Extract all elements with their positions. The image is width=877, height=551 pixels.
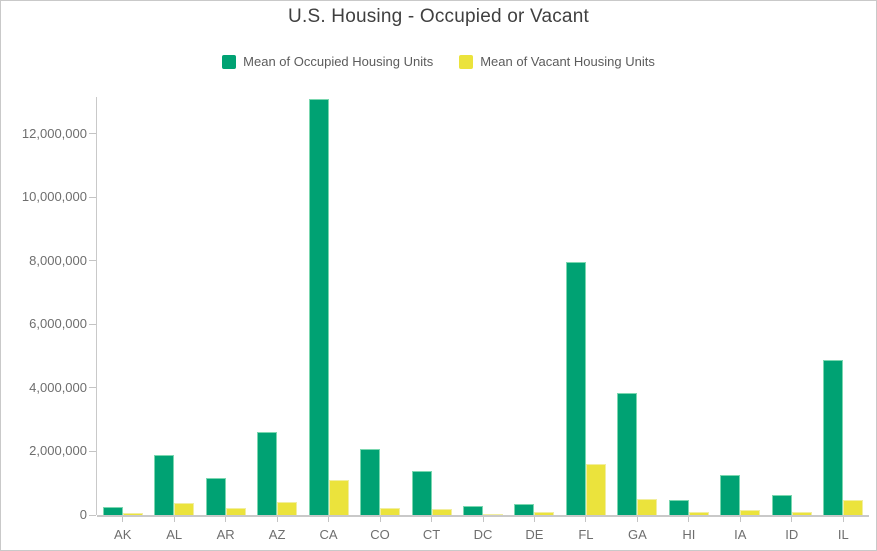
chart-title: U.S. Housing - Occupied or Vacant: [288, 6, 589, 27]
y-axis-tick: [89, 260, 96, 262]
bar-vacant-DC[interactable]: [483, 514, 503, 515]
x-axis-tick: [585, 517, 587, 522]
y-axis-tick-label: 2,000,000: [29, 443, 87, 459]
legend-swatch-occupied-icon: [222, 54, 237, 69]
x-axis-category-label: CO: [370, 527, 390, 542]
y-axis-tick-label: 8,000,000: [29, 252, 87, 268]
bar-occupied-AK[interactable]: [102, 507, 123, 515]
bar-vacant-IA[interactable]: [740, 510, 761, 515]
x-axis-category-label: CA: [319, 527, 338, 542]
legend: Mean of Occupied Housing Units Mean of V…: [1, 54, 876, 69]
bar-occupied-ID[interactable]: [771, 495, 792, 515]
bar-vacant-CT[interactable]: [431, 509, 452, 515]
bar-occupied-CO[interactable]: [360, 449, 381, 515]
bar-occupied-AZ[interactable]: [257, 432, 278, 515]
bar-vacant-GA[interactable]: [637, 499, 658, 515]
bar-occupied-AR[interactable]: [205, 478, 226, 515]
bar-occupied-IL[interactable]: [823, 360, 844, 515]
bar-vacant-AL[interactable]: [174, 503, 195, 515]
x-axis-category-label: AR: [216, 527, 235, 542]
y-axis-tick-label: 4,000,000: [29, 379, 87, 395]
x-axis-tick: [328, 517, 330, 522]
x-axis-category-label: IA: [734, 527, 747, 542]
x-axis-tick: [379, 517, 381, 522]
x-axis-tick: [533, 517, 535, 522]
bar-vacant-CA[interactable]: [328, 480, 349, 515]
x-axis-tick: [791, 517, 793, 522]
x-axis-line: [97, 515, 869, 517]
y-axis-tick: [89, 514, 96, 516]
bar-occupied-IA[interactable]: [720, 475, 741, 515]
x-axis-tick: [225, 517, 227, 522]
y-axis-tick: [89, 133, 96, 135]
x-axis-tick: [688, 517, 690, 522]
x-axis-category-label: IL: [837, 527, 849, 542]
y-axis-line: [96, 97, 97, 515]
x-axis-category-label: DC: [473, 527, 493, 542]
x-axis-tick: [842, 517, 844, 522]
bar-occupied-FL[interactable]: [565, 262, 586, 515]
x-axis-tick: [739, 517, 741, 522]
y-axis-tick-label: 10,000,000: [21, 189, 87, 205]
y-axis-tick: [89, 387, 96, 389]
x-axis-category-label: HI: [682, 527, 696, 542]
x-axis-category-label: FL: [578, 527, 594, 542]
x-axis-category-label: AZ: [268, 527, 286, 542]
legend-item-occupied[interactable]: Mean of Occupied Housing Units: [222, 54, 433, 69]
x-axis-category-label: AL: [166, 527, 183, 542]
bar-vacant-HI[interactable]: [688, 512, 709, 515]
bar-occupied-CA[interactable]: [308, 99, 329, 515]
bar-occupied-DE[interactable]: [514, 504, 535, 515]
x-axis-tick: [482, 517, 484, 522]
y-axis-tick-label: 0: [79, 507, 87, 522]
bar-occupied-DC[interactable]: [463, 506, 483, 515]
x-axis-tick: [636, 517, 638, 522]
bar-occupied-CT[interactable]: [411, 471, 432, 515]
bar-vacant-CO[interactable]: [380, 508, 401, 515]
bar-occupied-AL[interactable]: [154, 455, 175, 515]
y-axis-tick-label: 6,000,000: [29, 316, 87, 332]
x-axis-tick: [122, 517, 124, 522]
bar-vacant-DE[interactable]: [534, 512, 555, 515]
bar-vacant-AZ[interactable]: [277, 502, 298, 515]
y-axis-tick: [89, 323, 96, 325]
x-axis-tick: [276, 517, 278, 522]
bar-vacant-FL[interactable]: [585, 464, 606, 515]
legend-label-vacant: Mean of Vacant Housing Units: [480, 54, 655, 69]
legend-swatch-vacant-icon: [459, 54, 474, 69]
x-axis-category-label: GA: [627, 527, 647, 542]
bar-vacant-ID[interactable]: [791, 512, 812, 515]
x-axis-tick: [173, 517, 175, 522]
x-axis-tick: [431, 517, 433, 522]
bar-vacant-AK[interactable]: [122, 513, 143, 515]
y-axis-tick: [89, 450, 96, 452]
legend-item-vacant[interactable]: Mean of Vacant Housing Units: [459, 54, 655, 69]
x-axis-category-label: AK: [114, 527, 132, 542]
bar-vacant-IL[interactable]: [843, 500, 864, 515]
x-axis-category-label: ID: [785, 527, 799, 542]
bar-vacant-AR[interactable]: [225, 508, 246, 515]
x-axis-category-label: DE: [525, 527, 544, 542]
bar-occupied-HI[interactable]: [668, 500, 689, 515]
x-axis-category-label: CT: [422, 527, 441, 542]
legend-label-occupied: Mean of Occupied Housing Units: [243, 54, 434, 69]
y-axis-tick: [89, 196, 96, 198]
bar-occupied-GA[interactable]: [617, 393, 638, 515]
y-axis-tick-label: 12,000,000: [21, 125, 87, 141]
